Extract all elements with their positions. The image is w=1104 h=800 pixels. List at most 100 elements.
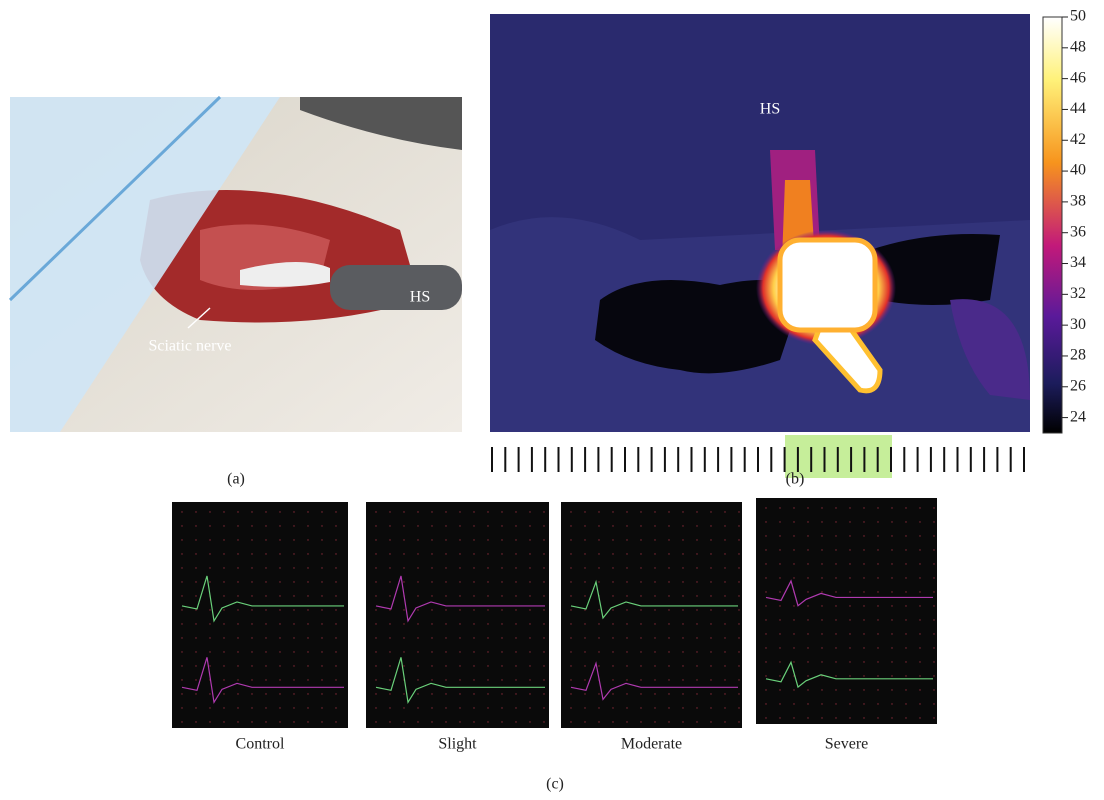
- grid-dot: [933, 675, 934, 676]
- grid-dot: [640, 651, 641, 652]
- grid-dot: [431, 609, 432, 610]
- grid-dot: [473, 525, 474, 526]
- grid-dot: [515, 693, 516, 694]
- grid-dot: [877, 689, 878, 690]
- grid-dot: [543, 707, 544, 708]
- grid-dot: [835, 605, 836, 606]
- grid-dot: [445, 581, 446, 582]
- grid-dot: [891, 675, 892, 676]
- grid-dot: [321, 693, 322, 694]
- grid-dot: [835, 703, 836, 704]
- grid-dot: [431, 721, 432, 722]
- grid-dot: [863, 591, 864, 592]
- grid-dot: [891, 647, 892, 648]
- grid-dot: [375, 567, 376, 568]
- grid-dot: [570, 581, 571, 582]
- grid-dot: [584, 637, 585, 638]
- grid-dot: [279, 581, 280, 582]
- emg-trace: [561, 502, 742, 728]
- grid-dot: [335, 651, 336, 652]
- grid-dot: [863, 563, 864, 564]
- grid-dot: [626, 595, 627, 596]
- grid-dot: [905, 577, 906, 578]
- grid-dot: [612, 651, 613, 652]
- grid-dot: [417, 525, 418, 526]
- grid-dot: [307, 651, 308, 652]
- grid-dot: [919, 507, 920, 508]
- grid-dot: [515, 581, 516, 582]
- grid-dot: [724, 721, 725, 722]
- grid-dot: [445, 679, 446, 680]
- grid-dot: [640, 581, 641, 582]
- colorbar-tick-label: 48: [1070, 38, 1086, 55]
- grid-dot: [626, 581, 627, 582]
- grid-dot: [891, 521, 892, 522]
- grid-dot: [293, 511, 294, 512]
- grid-dot: [445, 623, 446, 624]
- grid-dot: [668, 623, 669, 624]
- grid-dot: [612, 581, 613, 582]
- grid-dot: [389, 511, 390, 512]
- grid-dot: [375, 525, 376, 526]
- grid-dot: [598, 721, 599, 722]
- emg-trace: [756, 498, 937, 724]
- grid-dot: [195, 665, 196, 666]
- grid-dot: [321, 567, 322, 568]
- grid-dot: [933, 661, 934, 662]
- grid-dot: [487, 581, 488, 582]
- grid-dot: [696, 581, 697, 582]
- grid-dot: [321, 637, 322, 638]
- grid-dot: [933, 619, 934, 620]
- grid-dot: [696, 665, 697, 666]
- grid-dot: [905, 591, 906, 592]
- grid-dot: [487, 679, 488, 680]
- grid-dot: [389, 693, 390, 694]
- grid-dot: [389, 567, 390, 568]
- grid-dot: [696, 707, 697, 708]
- grid-dot: [209, 637, 210, 638]
- grid-dot: [891, 717, 892, 718]
- grid-dot: [181, 553, 182, 554]
- grid-dot: [195, 623, 196, 624]
- grid-dot: [710, 623, 711, 624]
- grid-dot: [375, 665, 376, 666]
- grid-dot: [654, 693, 655, 694]
- grid-dot: [279, 651, 280, 652]
- grid-dot: [919, 549, 920, 550]
- grid-dot: [779, 605, 780, 606]
- grid-dot: [445, 721, 446, 722]
- grid-dot: [682, 595, 683, 596]
- grid-dot: [223, 595, 224, 596]
- grid-dot: [877, 521, 878, 522]
- grid-dot: [877, 591, 878, 592]
- grid-dot: [654, 721, 655, 722]
- grid-dot: [584, 679, 585, 680]
- grid-dot: [877, 577, 878, 578]
- grid-dot: [807, 549, 808, 550]
- grid-dot: [543, 637, 544, 638]
- grid-dot: [543, 721, 544, 722]
- grid-dot: [919, 563, 920, 564]
- grid-dot: [459, 665, 460, 666]
- grid-dot: [598, 525, 599, 526]
- grid-dot: [389, 595, 390, 596]
- grid-dot: [849, 577, 850, 578]
- grid-dot: [919, 577, 920, 578]
- grid-dot: [570, 623, 571, 624]
- grid-dot: [891, 633, 892, 634]
- grid-dot: [807, 521, 808, 522]
- grid-dot: [195, 679, 196, 680]
- grid-dot: [209, 511, 210, 512]
- grid-dot: [473, 637, 474, 638]
- grid-dot: [515, 595, 516, 596]
- grid-dot: [807, 661, 808, 662]
- grid-dot: [849, 661, 850, 662]
- grid-dot: [375, 581, 376, 582]
- grid-dot: [584, 609, 585, 610]
- grid-dot: [779, 633, 780, 634]
- colorbar-tick-label: 34: [1070, 254, 1086, 271]
- grid-dot: [738, 581, 739, 582]
- grid-dot: [181, 707, 182, 708]
- grid-dot: [724, 651, 725, 652]
- grid-dot: [626, 707, 627, 708]
